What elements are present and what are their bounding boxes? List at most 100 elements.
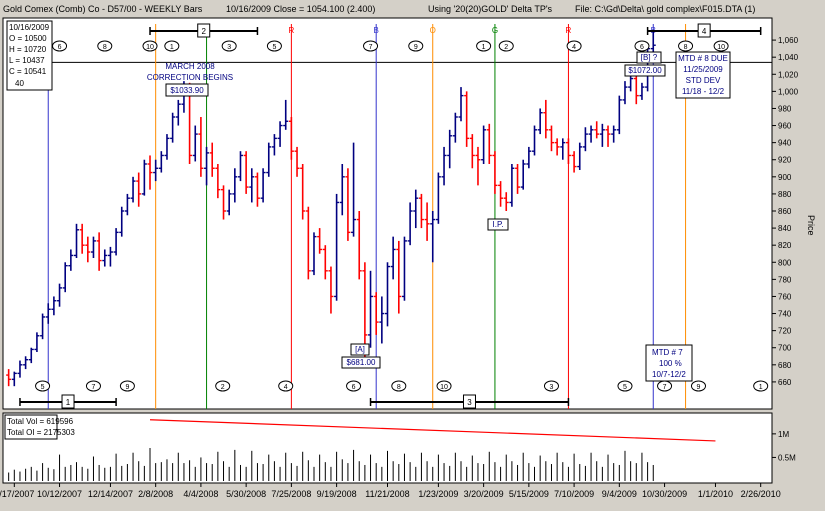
ip-label: I.P. bbox=[493, 220, 504, 229]
cycle-marker-circle bbox=[215, 380, 231, 392]
cycle-marker-label: 7 bbox=[663, 384, 667, 391]
price-tick-label: 1,040 bbox=[778, 53, 799, 62]
cycle-marker-label: 9 bbox=[125, 384, 129, 391]
date-tick-label: 1/1/2010 bbox=[698, 489, 733, 499]
cycle-marker-circle bbox=[498, 40, 514, 52]
price-tick-label: 940 bbox=[778, 139, 792, 148]
high-price-box bbox=[165, 83, 209, 97]
b-price-box bbox=[624, 64, 666, 77]
cycle-marker-label: 6 bbox=[58, 44, 62, 51]
ohlc-info-box: 10/16/2009 O = 10500 H = 10720 L = 10437… bbox=[6, 20, 53, 91]
cycle-marker-circle bbox=[52, 40, 68, 52]
date-tick-label: 10/12/2007 bbox=[37, 489, 82, 499]
date-tick-label: 10/30/2009 bbox=[642, 489, 687, 499]
b-price-label: $1072.00 bbox=[628, 66, 662, 75]
price-tick-label: 900 bbox=[778, 173, 792, 182]
price-panel bbox=[2, 17, 773, 410]
high-price-label: $1033.90 bbox=[170, 86, 204, 95]
ohlc-close: C = 10541 bbox=[9, 67, 47, 76]
cycle-marker-label: 9 bbox=[697, 384, 701, 391]
cycle-marker-circle bbox=[119, 380, 135, 392]
price-tick-label: 760 bbox=[778, 292, 792, 301]
chart-title-bar: Gold Comex (Comb) Co - D57/00 - WEEKLY B… bbox=[0, 0, 825, 18]
time-cycle-label: O bbox=[430, 26, 436, 35]
cycle-markers-layer: 6 8 10 1 3 5 7 9 1 2 4 6 8 10 5 7 9 2 4 6 8 10 3 5 7 9 1 2 4 1 3 bbox=[19, 23, 769, 409]
volume-tick-label: 1M bbox=[778, 430, 789, 439]
mtd8-box bbox=[675, 51, 731, 99]
instrument-title: Gold Comex (Comb) Co - D57/00 - WEEKLY B… bbox=[3, 4, 203, 14]
cycle-marker-circle bbox=[278, 380, 294, 392]
cycle-marker-label: 5 bbox=[623, 384, 627, 391]
mtd8-line3: STD DEV bbox=[686, 76, 721, 85]
date-tick-label: 11/21/2008 bbox=[365, 489, 409, 499]
march-correction-annotation: MARCH 2008 CORRECTION BEGINS $1033.90 bbox=[147, 62, 233, 97]
cycle-marker-label: 9 bbox=[414, 44, 418, 51]
price-tick-label: 680 bbox=[778, 361, 792, 370]
ohlc-open: O = 10500 bbox=[9, 34, 47, 43]
b-top-annotation: [B] ? $1072.00 bbox=[624, 51, 666, 77]
cycle-marker-label: 8 bbox=[397, 384, 401, 391]
mtd7-line2: 100 % bbox=[659, 359, 682, 368]
date-tick-label: 5/15/2009 bbox=[509, 489, 549, 499]
cycle-marker-label: 10 bbox=[717, 44, 725, 51]
price-tick-label: 920 bbox=[778, 156, 792, 165]
mtd7-line3: 10/7-12/2 bbox=[652, 370, 686, 379]
cycle-marker-circle bbox=[35, 380, 51, 392]
cycle-marker-label: 10 bbox=[440, 384, 448, 391]
mtd8-line1: MTD # 8 DUE bbox=[678, 54, 728, 63]
price-tick-label: 700 bbox=[778, 344, 792, 353]
cycle-marker-label: 1 bbox=[482, 44, 486, 51]
cycle-marker-circle bbox=[85, 380, 101, 392]
price-tick-label: 880 bbox=[778, 190, 792, 199]
wave-bracket-box bbox=[697, 23, 711, 38]
price-tick-label: 980 bbox=[778, 104, 792, 113]
ohlc-extra: 40 bbox=[15, 79, 24, 88]
price-bars-layer bbox=[6, 29, 656, 387]
cycle-marker-label: 3 bbox=[227, 44, 231, 51]
price-tick-label: 860 bbox=[778, 207, 792, 216]
cycle-marker-circle bbox=[753, 380, 769, 392]
cycle-marker-circle bbox=[543, 380, 559, 392]
price-tick-label: 1,020 bbox=[778, 70, 799, 79]
price-tick-label: 800 bbox=[778, 258, 792, 267]
time-cycle-label: R bbox=[288, 26, 294, 35]
price-tick-label: 720 bbox=[778, 327, 792, 336]
date-tick-label: 2/26/2010 bbox=[741, 489, 781, 499]
cycle-marker-circle bbox=[690, 380, 706, 392]
price-tick-label: 1,000 bbox=[778, 87, 799, 96]
cycle-marker-circle bbox=[617, 380, 633, 392]
cycle-marker-circle bbox=[713, 40, 729, 52]
cycle-marker-circle bbox=[97, 40, 113, 52]
cycle-marker-label: 7 bbox=[369, 44, 373, 51]
total-volume-label: Total Vol = 619596 bbox=[7, 417, 74, 426]
cycle-marker-circle bbox=[346, 380, 362, 392]
mtd7-annotation: MTD # 7 100 % 10/7-12/2 bbox=[645, 344, 693, 382]
cycle-marker-circle bbox=[221, 40, 237, 52]
ip-annotation: I.P. bbox=[487, 218, 509, 231]
cycle-marker-label: 3 bbox=[550, 384, 554, 391]
mtd8-line2: 11/25/2009 bbox=[683, 65, 723, 74]
date-tick-label: 5/30/2008 bbox=[226, 489, 266, 499]
cycle-marker-label: 7 bbox=[92, 384, 96, 391]
march-label-line1: MARCH 2008 bbox=[165, 62, 215, 71]
delta-info: Using '20(20)GOLD' Delta TP's bbox=[428, 4, 553, 14]
date-tick-label: 8/17/2007 bbox=[0, 489, 34, 499]
wave-bracket-label: 2 bbox=[202, 27, 207, 36]
ip-box bbox=[487, 218, 509, 231]
cycle-marker-label: 2 bbox=[221, 384, 225, 391]
mtd7-line1: MTD # 7 bbox=[652, 348, 683, 357]
cycle-marker-circle bbox=[363, 40, 379, 52]
date-tick-label: 9/19/2008 bbox=[317, 489, 357, 499]
cycle-marker-label: 2 bbox=[504, 44, 508, 51]
total-oi-label: Total OI = 2175303 bbox=[7, 428, 75, 437]
low-a-label: [A] bbox=[355, 345, 365, 354]
date-tick-label: 12/14/2007 bbox=[88, 489, 133, 499]
mtd8-annotation: MTD # 8 DUE 11/25/2009 STD DEV 11/18 - 1… bbox=[675, 51, 731, 99]
price-tick-label: 780 bbox=[778, 275, 792, 284]
cycle-marker-circle bbox=[408, 40, 424, 52]
date-tick-label: 1/23/2009 bbox=[418, 489, 458, 499]
b-box bbox=[636, 51, 662, 64]
date-tick-label: 7/25/2008 bbox=[271, 489, 311, 499]
